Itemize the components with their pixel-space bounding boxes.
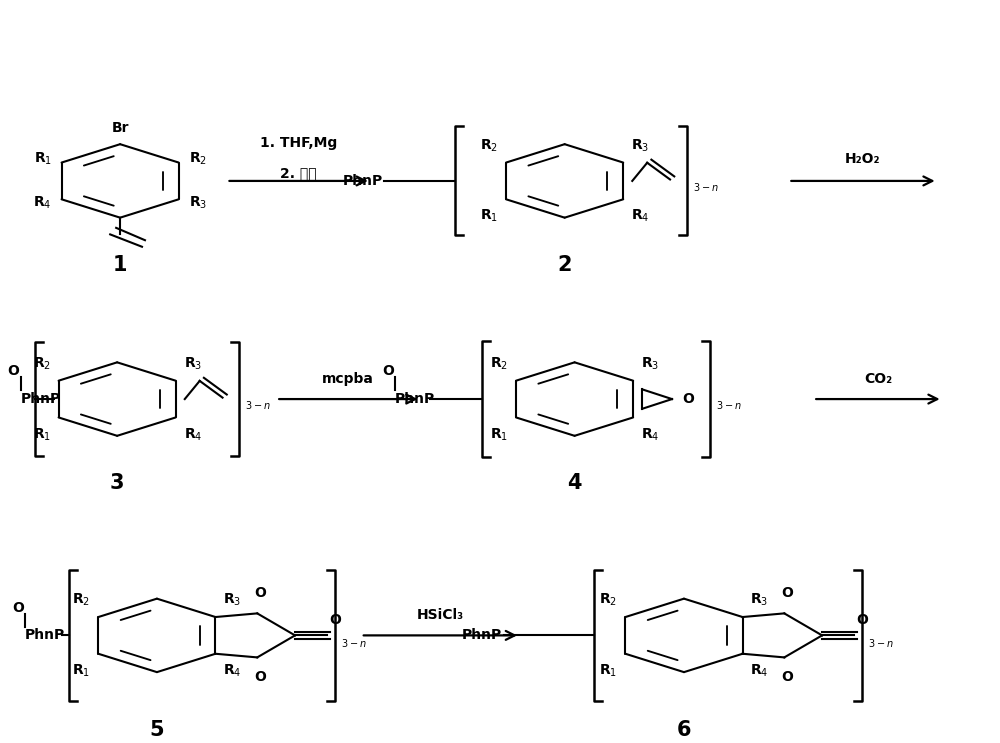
Text: R$_1$: R$_1$ <box>72 663 90 679</box>
Text: R$_3$: R$_3$ <box>641 356 659 372</box>
Text: 2: 2 <box>557 255 572 275</box>
Text: $_{3-n}$: $_{3-n}$ <box>245 398 271 412</box>
Text: $_{3-n}$: $_{3-n}$ <box>341 636 367 649</box>
Text: $_{3-n}$: $_{3-n}$ <box>693 180 719 194</box>
Text: 3: 3 <box>110 473 124 493</box>
Text: H₂O₂: H₂O₂ <box>845 152 881 166</box>
Text: R$_1$: R$_1$ <box>34 151 52 167</box>
Text: R$_4$: R$_4$ <box>641 426 659 443</box>
Text: R$_2$: R$_2$ <box>490 356 508 372</box>
Text: O: O <box>781 586 793 600</box>
Text: Br: Br <box>111 121 129 135</box>
Text: R$_2$: R$_2$ <box>72 592 90 609</box>
Text: R$_1$: R$_1$ <box>33 426 51 443</box>
Text: R$_4$: R$_4$ <box>184 426 202 443</box>
Text: R$_3$: R$_3$ <box>631 137 649 154</box>
Text: R$_3$: R$_3$ <box>750 592 769 609</box>
Text: O: O <box>254 670 266 684</box>
Text: 6: 6 <box>677 720 691 740</box>
Text: CO₂: CO₂ <box>864 372 892 386</box>
Text: R$_1$: R$_1$ <box>480 208 498 224</box>
Text: R$_4$: R$_4$ <box>223 663 242 679</box>
Text: O: O <box>856 613 868 626</box>
Text: 1. THF,Mg: 1. THF,Mg <box>260 137 337 150</box>
Text: R$_3$: R$_3$ <box>223 592 242 609</box>
Text: O: O <box>8 364 20 378</box>
Text: O: O <box>13 601 25 614</box>
Text: R$_4$: R$_4$ <box>33 195 52 211</box>
Text: O: O <box>329 613 341 626</box>
Text: PhnP: PhnP <box>395 392 435 406</box>
Text: HSiCl₃: HSiCl₃ <box>417 609 464 623</box>
Text: R$_1$: R$_1$ <box>490 426 508 443</box>
Text: 5: 5 <box>150 720 164 740</box>
Text: 2. 磷源: 2. 磷源 <box>280 166 316 181</box>
Text: O: O <box>682 392 694 406</box>
Text: O: O <box>781 670 793 684</box>
Text: R$_3$: R$_3$ <box>189 195 207 211</box>
Text: O: O <box>383 364 395 378</box>
Text: R$_2$: R$_2$ <box>480 137 498 154</box>
Text: R$_4$: R$_4$ <box>631 208 650 224</box>
Text: PhnP: PhnP <box>342 174 383 188</box>
Text: R$_2$: R$_2$ <box>33 356 51 372</box>
Text: $_{3-n}$: $_{3-n}$ <box>716 398 742 412</box>
Text: 1: 1 <box>113 255 127 275</box>
Text: R$_4$: R$_4$ <box>750 663 769 679</box>
Text: 4: 4 <box>567 473 582 493</box>
Text: R$_2$: R$_2$ <box>189 151 207 167</box>
Text: R$_2$: R$_2$ <box>599 592 617 609</box>
Text: PhnP: PhnP <box>21 392 61 406</box>
Text: mcpba: mcpba <box>322 372 374 386</box>
Text: R$_3$: R$_3$ <box>184 356 202 372</box>
Text: PhnP: PhnP <box>462 629 502 643</box>
Text: $_{3-n}$: $_{3-n}$ <box>868 636 894 649</box>
Text: O: O <box>254 586 266 600</box>
Text: R$_1$: R$_1$ <box>599 663 617 679</box>
Text: PhnP: PhnP <box>25 629 65 643</box>
